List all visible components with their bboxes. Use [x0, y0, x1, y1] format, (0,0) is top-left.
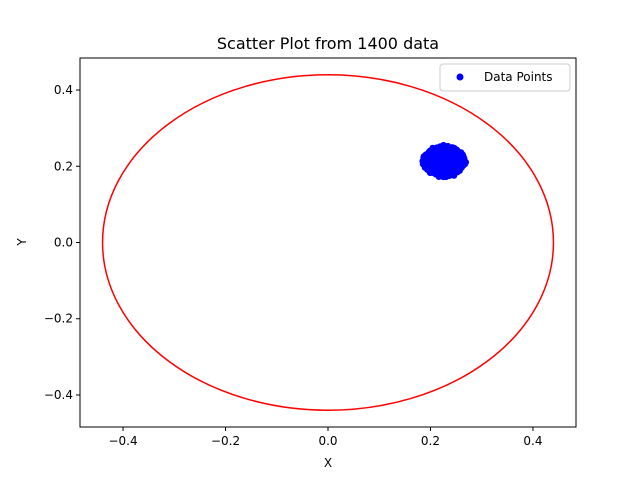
- y-axis: −0.4 −0.2 0.0 0.2 0.4: [44, 83, 80, 402]
- legend-marker: [456, 73, 464, 81]
- x-tick-label: −0.4: [108, 434, 137, 448]
- data-point: [420, 156, 427, 163]
- x-tick-label: 0.2: [421, 434, 440, 448]
- legend-box: [439, 63, 571, 92]
- data-point: [430, 161, 437, 169]
- legend: Data Points: [439, 63, 571, 92]
- plot-area: [101, 74, 555, 411]
- data-point: [439, 146, 447, 153]
- y-tick-label: −0.2: [44, 312, 73, 326]
- data-point: [444, 164, 452, 171]
- y-axis-label: Y: [15, 238, 29, 247]
- data-point: [427, 154, 435, 161]
- data-point: [437, 157, 444, 165]
- x-tick-label: 0.0: [318, 434, 337, 448]
- data-point: [442, 170, 449, 177]
- x-tick-label: 0.4: [523, 434, 542, 448]
- x-tick-label: −0.2: [211, 434, 240, 448]
- y-tick-label: 0.2: [54, 159, 73, 173]
- data-point: [456, 167, 463, 174]
- data-point: [459, 151, 466, 158]
- data-point: [447, 169, 455, 177]
- y-tick-label: 0.0: [54, 236, 73, 250]
- y-tick-label: 0.4: [54, 83, 73, 97]
- x-axis: −0.4 −0.2 0.0 0.2 0.4: [108, 427, 543, 448]
- data-point: [447, 157, 455, 165]
- data-point: [454, 160, 461, 168]
- circle-outline: [101, 74, 555, 411]
- data-point: [433, 149, 441, 157]
- data-point: [434, 166, 441, 174]
- data-point: [425, 164, 432, 171]
- chart-title: Scatter Plot from 1400 data: [217, 34, 439, 53]
- y-tick-label: −0.4: [44, 388, 73, 402]
- legend-label: Data Points: [484, 70, 553, 84]
- x-axis-label: X: [324, 456, 332, 470]
- data-point: [449, 146, 456, 153]
